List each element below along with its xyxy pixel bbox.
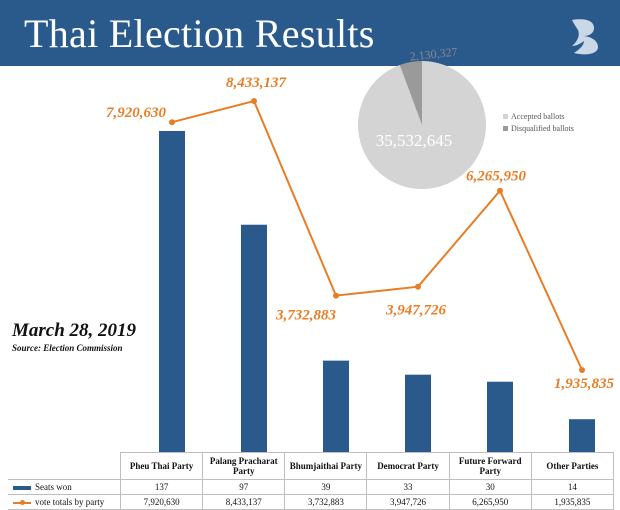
pie-label-accepted: 35,532,645 <box>376 131 453 150</box>
votes-data-label: 6,265,950 <box>466 169 527 185</box>
table-cell: 7,920,630 <box>119 494 204 510</box>
table-row-seats: Seats won 137 97 39 33 30 14 <box>8 479 615 495</box>
seat-bar <box>159 131 185 452</box>
pie-legend-swatch <box>503 114 508 119</box>
election-chart: 7,920,630 8,433,137 3,732,883 3,947,726 6,26… <box>106 45 615 452</box>
votes-data-label: 8,433,137 <box>226 75 287 91</box>
table-cell: 14 <box>530 479 615 495</box>
ballots-pie: 35,532,645 2,130,327 Accepted ballots Disqu… <box>357 45 574 189</box>
table-header-cell: Pheu Thai Party <box>119 452 204 480</box>
pie-label-disqualified: 2,130,327 <box>409 45 458 64</box>
line-key-icon <box>13 499 31 505</box>
votes-data-label: 7,920,630 <box>106 105 167 121</box>
table-corner <box>8 452 121 480</box>
table-header-cell: Other Parties <box>530 452 615 480</box>
legend-votes: vote totals by party <box>8 494 121 510</box>
data-table: Pheu Thai Party Palang Pracharat Party B… <box>8 452 615 510</box>
table-row-votes: vote totals by party 7,920,630 8,433,137… <box>8 494 615 510</box>
date-block: March 28, 2019 Source: Election Commissi… <box>12 320 136 353</box>
table-cell: 3,732,883 <box>284 494 368 510</box>
bars-layer <box>159 131 595 452</box>
header-banner: Thai Election Results <box>0 0 620 66</box>
seat-bar <box>323 360 349 452</box>
seat-bar <box>241 224 267 452</box>
votes-point <box>169 119 175 126</box>
table-header-cell: Future Forward Party <box>448 452 532 480</box>
seat-bar <box>569 419 595 452</box>
legend-seats: Seats won <box>8 479 121 495</box>
votes-data-label: 1,935,835 <box>554 376 615 392</box>
votes-line <box>171 99 583 371</box>
pie-slice-disqualified <box>399 61 422 125</box>
legend-seats-label: Seats won <box>35 482 72 492</box>
table-header-cell: Bhumjaithai Party <box>284 452 368 480</box>
votes-point <box>333 292 339 299</box>
table-header-row: Pheu Thai Party Palang Pracharat Party B… <box>8 452 615 480</box>
table-cell: 6,265,950 <box>448 494 532 510</box>
votes-data-label: 3,947,726 <box>385 303 447 319</box>
table-header-cell: Democrat Party <box>366 452 450 480</box>
pie-legend-label: Disqualified ballots <box>511 124 574 133</box>
votes-point <box>251 98 257 104</box>
pie-legend-label: Accepted ballots <box>511 112 565 121</box>
votes-line-layer: 7,920,630 8,433,137 3,732,883 3,947,726 6,26… <box>106 75 615 392</box>
votes-point <box>497 187 503 194</box>
table-cell: 97 <box>202 479 286 495</box>
seat-bar <box>405 374 431 452</box>
table-header-cell: Palang Pracharat Party <box>202 452 286 480</box>
table-cell: 3,947,726 <box>366 494 450 510</box>
pie-legend-swatch <box>503 126 508 131</box>
table-cell: 1,935,835 <box>530 494 615 510</box>
table-cell: 33 <box>366 479 450 495</box>
seat-bar <box>487 381 513 452</box>
source-text: Source: Election Commission <box>12 343 123 353</box>
votes-point <box>415 283 421 290</box>
votes-data-label: 3,732,883 <box>275 308 337 324</box>
bar-key-icon <box>13 485 31 490</box>
brand-logo-icon <box>572 19 598 55</box>
legend-votes-label: vote totals by party <box>35 497 105 507</box>
table-cell: 8,433,137 <box>202 494 286 510</box>
table-cell: 30 <box>448 479 532 495</box>
date-text: March 28, 2019 <box>12 320 137 341</box>
page-title: Thai Election Results <box>24 11 375 56</box>
table-cell: 137 <box>119 479 204 495</box>
table-cell: 39 <box>284 479 368 495</box>
votes-point <box>579 367 585 373</box>
pie-slice-accepted <box>357 61 486 189</box>
